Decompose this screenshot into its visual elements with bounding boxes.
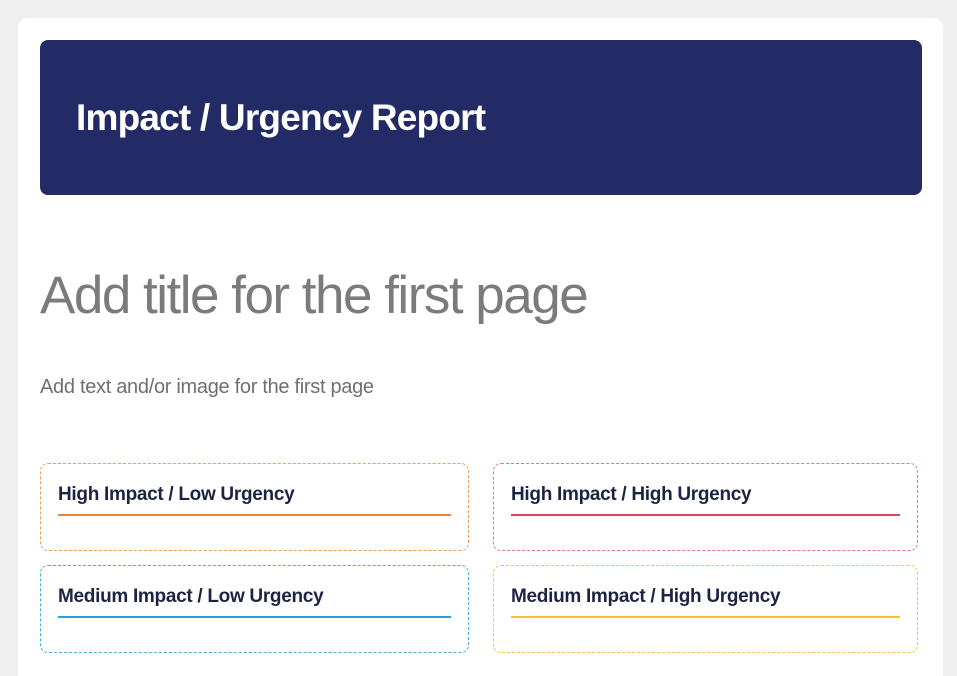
page-subtitle-placeholder[interactable]: Add text and/or image for the first page: [40, 376, 374, 398]
report-page-card: Impact / Urgency Report Add title for th…: [18, 18, 943, 676]
quadrant-underline: [511, 615, 900, 618]
quadrant-medium-impact-high-urgency[interactable]: Medium Impact / High Urgency: [493, 565, 918, 653]
quadrant-title: Medium Impact / High Urgency: [511, 586, 781, 607]
report-title: Impact / Urgency Report: [76, 96, 486, 138]
quadrant-underline: [58, 615, 451, 618]
quadrant-title: Medium Impact / Low Urgency: [58, 586, 324, 607]
quadrant-high-impact-low-urgency[interactable]: High Impact / Low Urgency: [40, 463, 469, 551]
quadrant-underline: [511, 513, 900, 516]
quadrant-underline: [58, 513, 451, 516]
quadrant-title: High Impact / High Urgency: [511, 484, 752, 505]
quadrant-grid: High Impact / Low Urgency High Impact / …: [40, 463, 918, 653]
page-title-placeholder[interactable]: Add title for the first page: [40, 266, 589, 325]
report-header-banner[interactable]: Impact / Urgency Report: [40, 40, 922, 195]
quadrant-title: High Impact / Low Urgency: [58, 484, 295, 505]
quadrant-medium-impact-low-urgency[interactable]: Medium Impact / Low Urgency: [40, 565, 469, 653]
quadrant-high-impact-high-urgency[interactable]: High Impact / High Urgency: [493, 463, 918, 551]
